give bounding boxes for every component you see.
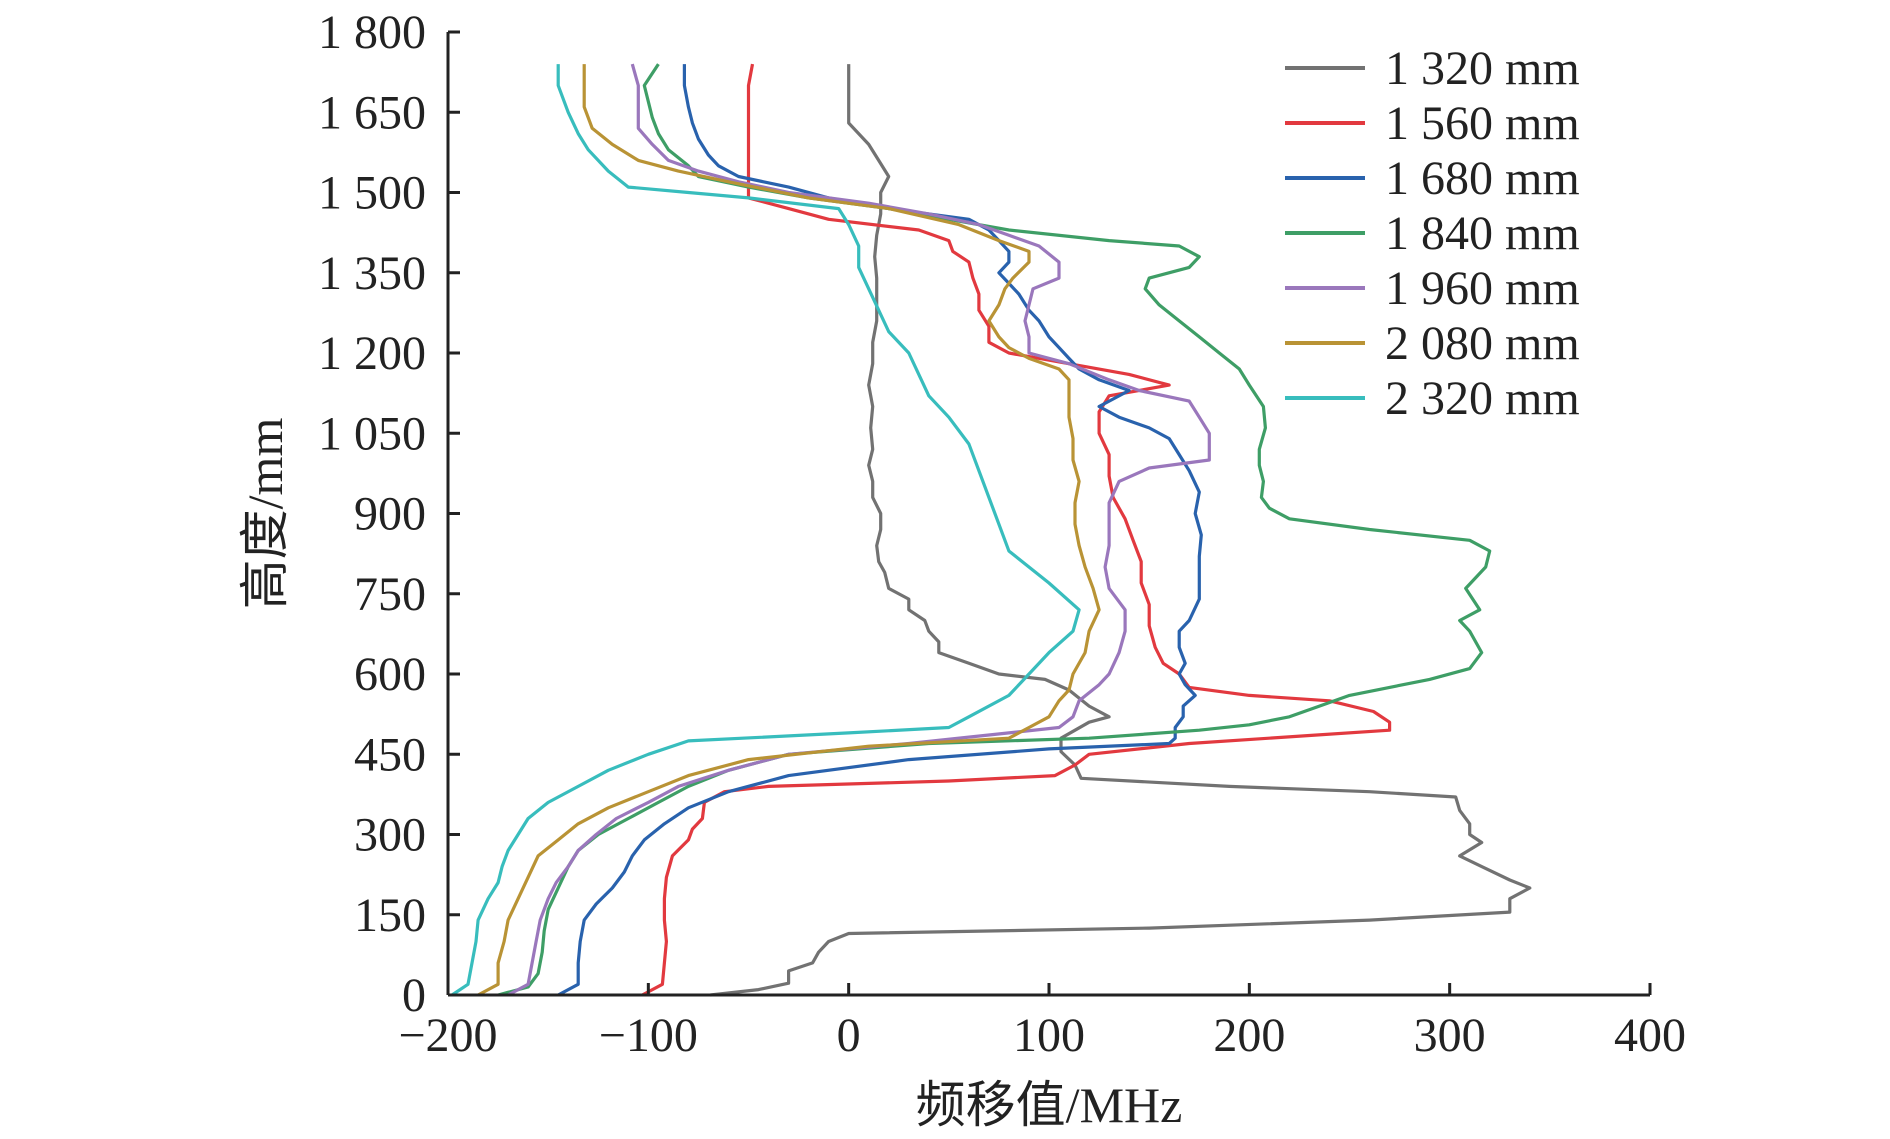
y-tick-label: 600 — [354, 648, 426, 701]
y-tick-label: 1 800 — [318, 6, 426, 59]
y-tick-label: 750 — [354, 568, 426, 621]
x-tick-label: −200 — [398, 1009, 497, 1062]
x-tick-label: −100 — [599, 1009, 698, 1062]
legend-label-1: 1 560 mm — [1385, 97, 1580, 150]
y-tick-label: 1 350 — [318, 247, 426, 300]
y-tick-label: 1 650 — [318, 86, 426, 139]
y-tick-label: 300 — [354, 809, 426, 862]
y-tick-label: 0 — [402, 969, 426, 1022]
y-tick-label: 1 500 — [318, 167, 426, 220]
legend-label-6: 2 320 mm — [1385, 372, 1580, 425]
y-axis-title: 高度/mm — [237, 418, 293, 610]
legend-label-5: 2 080 mm — [1385, 317, 1580, 370]
plot-lines — [451, 63, 1532, 997]
x-tick-label: 100 — [1013, 1009, 1085, 1062]
legend-label-3: 1 840 mm — [1385, 207, 1580, 260]
y-tick-label: 450 — [354, 728, 426, 781]
y-tick-label: 1 200 — [318, 327, 426, 380]
legend-label-2: 1 680 mm — [1385, 152, 1580, 205]
legend: 1 320 mm1 560 mm1 680 mm1 840 mm1 960 mm… — [1285, 42, 1580, 425]
axes: −200 −100 0 100 200 300 400 0 150 300 450 600 750 900… — [237, 6, 1686, 1133]
series-line-6 — [451, 64, 1081, 997]
y-tick-label: 150 — [354, 889, 426, 942]
series-line-2 — [557, 64, 1203, 997]
legend-label-4: 1 960 mm — [1385, 262, 1580, 315]
x-tick-label: 400 — [1614, 1009, 1686, 1062]
x-axis-title: 频移值/MHz — [916, 1077, 1183, 1133]
y-tick-label: 900 — [354, 488, 426, 541]
x-tick-label: 300 — [1414, 1009, 1486, 1062]
y-tick-label: 1 050 — [318, 407, 426, 460]
legend-label-0: 1 320 mm — [1385, 42, 1580, 95]
x-tick-label: 0 — [837, 1009, 861, 1062]
series-line-4 — [507, 63, 1211, 997]
series-line-3 — [497, 63, 1492, 997]
x-tick-label: 200 — [1213, 1009, 1285, 1062]
series-line-1 — [641, 63, 1392, 997]
series-line-5 — [477, 64, 1101, 997]
